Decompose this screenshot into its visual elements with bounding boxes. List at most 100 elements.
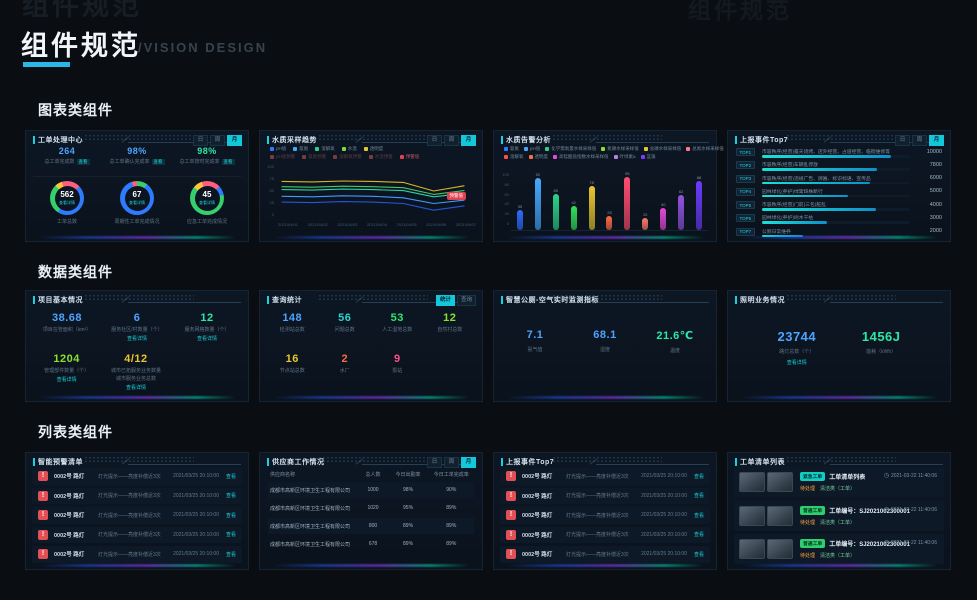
- view-details-link[interactable]: 查看详情: [56, 377, 77, 383]
- timestamp: 2021-03-22 11:40:06: [890, 506, 937, 513]
- event-desc: 灯光提示——亮度补偿近3次: [566, 493, 629, 500]
- table-row[interactable]: 成都市高新区环境卫生工程有限公司 800 89% 89%: [268, 518, 474, 534]
- view-link[interactable]: 查看: [693, 532, 704, 539]
- view-link[interactable]: 查看: [693, 551, 704, 558]
- table-row[interactable]: 成都市高新区环境卫生工程有限公司 1020 95% 89%: [268, 500, 474, 516]
- view-details-link[interactable]: 查看详情: [129, 200, 145, 205]
- view-link[interactable]: 查看: [693, 512, 704, 519]
- glow-bar: [272, 396, 470, 399]
- alarm-bar: 65: [549, 188, 563, 230]
- event-value: 7800: [929, 161, 942, 168]
- list-item[interactable]: ! 0002号 路灯 灯光提示——亮度补偿近3次 2021/03/25 20:1…: [32, 526, 242, 543]
- view-link[interactable]: 查看: [225, 493, 236, 500]
- legend-item[interactable]: 透明度: [528, 154, 548, 160]
- workorder-item[interactable]: 普通工单 工单编号：SJ2021002300001 待处理 清洁类（工单） ◷ …: [734, 500, 944, 531]
- legend-item[interactable]: 溶解氧: [315, 146, 335, 152]
- donut-value: 562: [60, 190, 74, 199]
- stat-label: 泵站: [392, 368, 403, 374]
- legend-item[interactable]: 蓝藻: [640, 154, 656, 160]
- view-details-link[interactable]: 查看详情: [126, 336, 147, 342]
- x-tick: 2021/04/06: [426, 222, 447, 227]
- hud-line: [362, 142, 475, 143]
- toggle-week[interactable]: 周: [912, 135, 927, 146]
- stats-button[interactable]: 统计: [435, 295, 455, 306]
- list-item[interactable]: ! 0002号 路灯 灯光提示——亮度补偿近3次 2021/03/25 20:1…: [32, 468, 242, 485]
- legend-item[interactable]: 水温: [341, 146, 357, 152]
- toggle-week[interactable]: 周: [444, 135, 459, 146]
- toggle-month[interactable]: 月: [227, 135, 242, 146]
- legend-item[interactable]: 氨氮: [504, 146, 519, 152]
- hud-line: [596, 142, 709, 143]
- legend-item[interactable]: 氨氮: [293, 146, 308, 152]
- legend-swatch: [686, 147, 691, 151]
- legend-item[interactable]: pH值: [524, 146, 540, 152]
- list-item[interactable]: ! 0002号 路灯 灯光提示——亮度补偿近3次 2021/03/25 20:1…: [32, 546, 242, 563]
- view-chip[interactable]: 查看: [76, 158, 90, 165]
- list-item[interactable]: ! 0002号 路灯 灯光提示——亮度补偿近3次 2021/03/25 20:1…: [500, 526, 710, 543]
- supplier-name: 成都市高新区环境卫生工程有限公司: [270, 505, 351, 512]
- view-chip[interactable]: 查看: [151, 158, 165, 165]
- rank-badge: TOP7: [736, 227, 755, 236]
- legend-item[interactable]: 溶解氧: [504, 154, 524, 160]
- alarm-bar: 62: [674, 189, 688, 230]
- legend-item[interactable]: 叶绿素a: [613, 154, 636, 160]
- legend-item[interactable]: 化学需氧量水样采样值: [545, 146, 596, 152]
- donut-charts: 562 查看详情 工单总数 67 查看详情 周期性工单完成情况: [32, 181, 242, 225]
- toggle-day[interactable]: 日: [427, 135, 442, 146]
- list-item[interactable]: ! 0002号 路灯 灯光提示——亮度补偿近3次 2021/03/25 20:1…: [500, 487, 710, 504]
- title-accent: [33, 296, 35, 304]
- legend-label: 溶解氧: [510, 154, 524, 159]
- progress-track: [762, 181, 910, 185]
- alarm-bar: 92: [531, 172, 545, 230]
- table-row[interactable]: 成都市高新区环境卫生工程有限公司 1000 98% 90%: [268, 482, 474, 498]
- query-button[interactable]: 查询: [456, 295, 476, 306]
- toggle-month[interactable]: 月: [461, 457, 476, 468]
- legend-item[interactable]: pH值预警: [270, 154, 295, 160]
- legend-item[interactable]: pH值: [270, 146, 286, 152]
- view-link[interactable]: 查看: [225, 532, 236, 539]
- view-details-link[interactable]: 查看详情: [196, 336, 217, 342]
- toggle-month[interactable]: 月: [461, 135, 476, 146]
- legend-item[interactable]: 溶解氧预警: [333, 154, 362, 160]
- legend-item[interactable]: 总氮水样采样值: [686, 146, 724, 152]
- view-link[interactable]: 查看: [225, 551, 236, 558]
- legend-item[interactable]: 总磷水样采样值: [643, 146, 681, 152]
- device-name: 0002号 路灯: [54, 474, 85, 481]
- workorder-item[interactable]: 紧急工单 工单清单列表 待处理 清洁类（工单） ◷ 2021-03-22 11:…: [734, 467, 944, 497]
- toggle-week[interactable]: 周: [210, 135, 225, 146]
- view-chip[interactable]: 查看: [221, 158, 235, 165]
- view-link[interactable]: 查看: [693, 473, 704, 480]
- legend-item[interactable]: 氮磷水样采样值: [601, 146, 639, 152]
- workorder-item[interactable]: 普通工单 工单编号：SJ2021002300001 待处理 清洁类（工单） ◷ …: [734, 534, 944, 564]
- legend-item[interactable]: 氨氮预警: [302, 154, 326, 160]
- list-item[interactable]: ! 0002号 路灯 灯光提示——亮度补偿近3次 2021/03/25 20:1…: [500, 468, 710, 485]
- top7-row: TOP4 园林绿化(养护)绿篱缺株断行 5000: [736, 187, 942, 199]
- view-details-link[interactable]: 查看详情: [125, 385, 146, 391]
- stat: 4/12 城市已拓服务业务数量 城市服务业务总数 查看详情: [101, 353, 170, 391]
- page-subtitle: /VISION DESIGN: [138, 40, 268, 55]
- toggle-month[interactable]: 月: [929, 135, 944, 146]
- timestamp: 2021-03-22 11:40:06: [890, 473, 937, 479]
- toggle-day[interactable]: 日: [427, 457, 442, 468]
- list-item[interactable]: ! 0002号 路灯 灯光提示——亮度补偿近3次 2021/03/25 20:1…: [500, 507, 710, 524]
- view-link[interactable]: 查看: [225, 473, 236, 480]
- total-people: 800: [368, 523, 378, 529]
- period-toggles: 日 周 月: [193, 135, 242, 146]
- toggle-week[interactable]: 周: [444, 457, 459, 468]
- legend-item[interactable]: 水温预警: [368, 154, 393, 160]
- view-details-link[interactable]: 查看详情: [199, 200, 215, 205]
- legend-item[interactable]: 高锰酸盐指数水样采样值: [553, 154, 609, 160]
- toggle-day[interactable]: 日: [193, 135, 208, 146]
- table-row[interactable]: 成都市高新区环境卫生工程有限公司 678 89% 89%: [268, 536, 474, 552]
- legend-item[interactable]: 透明度: [363, 146, 383, 152]
- toggle-day[interactable]: 日: [895, 135, 910, 146]
- list-item[interactable]: ! 0002号 路灯 灯光提示——亮度补偿近3次 2021/03/25 20:1…: [32, 507, 242, 524]
- view-link[interactable]: 查看: [225, 512, 236, 519]
- legend-swatch: [528, 155, 533, 159]
- view-details-link[interactable]: 查看详情: [59, 200, 75, 205]
- view-link[interactable]: 查看: [693, 493, 704, 500]
- list-item[interactable]: ! 0002号 路灯 灯光提示——亮度补偿近3次 2021/03/25 20:1…: [32, 487, 242, 504]
- list-item[interactable]: ! 0002号 路灯 灯光提示——亮度补偿近3次 2021/03/25 20:1…: [500, 546, 710, 563]
- legend-item[interactable]: 预警值: [399, 154, 419, 160]
- view-details-link[interactable]: 查看详情: [786, 360, 807, 366]
